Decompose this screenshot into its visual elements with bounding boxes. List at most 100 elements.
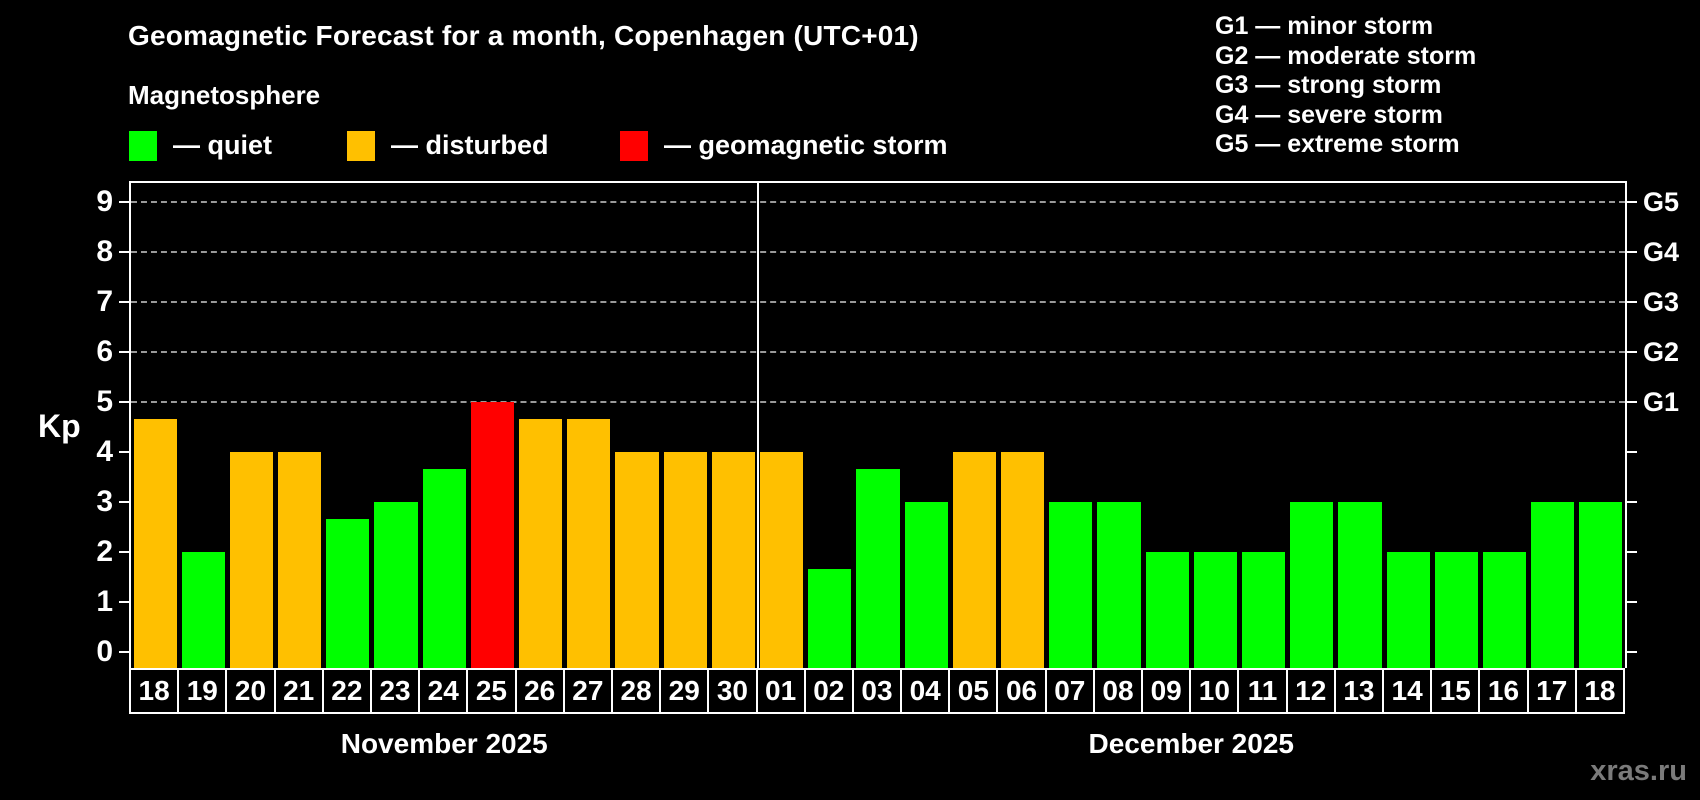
date-cell: 22 <box>321 668 372 714</box>
g-axis-label-g3: G3 <box>1643 287 1680 317</box>
date-cell: 08 <box>1092 668 1144 714</box>
kp-bar-quiet <box>1386 552 1430 668</box>
kp-bar-storm <box>470 402 515 668</box>
kp-bar-quiet <box>1434 552 1478 668</box>
kp-bar-quiet <box>1290 502 1334 668</box>
legend-item-quiet: — quiet <box>129 130 272 161</box>
date-cell: 30 <box>707 668 758 714</box>
kp-bar-disturbed <box>229 452 274 668</box>
date-cell: 12 <box>1285 668 1336 714</box>
kp-tick-label: 3 <box>96 485 113 518</box>
kp-bar-disturbed <box>278 452 322 668</box>
chart-subtitle: Magnetosphere <box>128 80 321 110</box>
kp-6-gridline <box>131 351 1625 353</box>
g-axis-label-g4: G4 <box>1643 237 1680 267</box>
kp-tick-label: 8 <box>96 235 113 268</box>
date-cell: 20 <box>225 668 276 714</box>
legend-item-disturbed: — disturbed <box>347 130 549 161</box>
kp-tick-label: 1 <box>96 585 113 618</box>
kp-bar-quiet <box>1482 552 1527 668</box>
date-cell: 17 <box>1526 668 1577 714</box>
kp-tick-left <box>119 251 131 253</box>
date-cell: 05 <box>948 668 999 714</box>
kp-tick-label: 7 <box>96 285 113 318</box>
kp-bar-disturbed <box>1000 452 1045 668</box>
date-cell: 03 <box>851 668 903 714</box>
legend-label-storm: — geomagnetic storm <box>664 130 948 160</box>
kp-tick-left <box>119 501 131 503</box>
kp-tick-left <box>119 301 131 303</box>
kp-bar-quiet <box>1338 502 1382 668</box>
g-legend-line-g1: G1 — minor storm <box>1215 12 1434 40</box>
month-label: December 2025 <box>1088 728 1294 759</box>
date-cell: 13 <box>1333 668 1385 714</box>
disturbed-swatch-icon <box>347 130 375 161</box>
kp-bar-quiet <box>181 552 225 668</box>
legend-label-disturbed: — disturbed <box>391 130 549 160</box>
kp-tick-right <box>1625 301 1637 303</box>
kp-tick-left <box>119 201 131 203</box>
g-axis-label-g2: G2 <box>1643 337 1680 367</box>
storm-swatch-icon <box>620 130 648 161</box>
kp-bar-disturbed <box>567 418 611 668</box>
date-cell: 01 <box>755 668 806 714</box>
kp-9-gridline <box>131 201 1625 203</box>
date-cell: 28 <box>610 668 662 714</box>
g-legend-line-g4: G4 — severe storm <box>1215 100 1443 129</box>
kp-tick-right <box>1625 651 1637 653</box>
kp-tick-right <box>1625 601 1637 603</box>
kp-tick-label: 4 <box>96 435 113 468</box>
month-label: November 2025 <box>340 728 548 759</box>
kp-bar-quiet <box>326 518 370 668</box>
kp-bar-disturbed <box>663 452 707 668</box>
kp-8-gridline <box>131 251 1625 253</box>
g-axis-label-g5: G5 <box>1643 187 1680 217</box>
kp-bar-quiet <box>1531 502 1575 668</box>
kp-tick-label: 5 <box>96 385 113 418</box>
legend-item-storm: — geomagnetic storm <box>620 130 948 161</box>
kp-tick-left <box>119 351 131 353</box>
kp-tick-right <box>1625 451 1637 453</box>
kp-tick-right <box>1625 551 1637 553</box>
kp-tick-right <box>1625 401 1637 403</box>
g-axis-label-g1: G1 <box>1643 387 1680 417</box>
kp-tick-right <box>1625 251 1637 253</box>
date-cell: 09 <box>1141 668 1192 714</box>
quiet-swatch-icon <box>129 130 157 161</box>
kp-tick-right <box>1625 351 1637 353</box>
kp-tick-left <box>119 551 131 553</box>
kp-bar-quiet <box>1193 552 1237 668</box>
kp-tick-left <box>119 401 131 403</box>
kp-bar-disturbed <box>615 452 659 668</box>
month-divider <box>756 183 759 668</box>
date-cell: 14 <box>1382 668 1433 714</box>
date-cell: 10 <box>1189 668 1240 714</box>
kp-tick-left <box>119 451 131 453</box>
date-cell: 07 <box>1044 668 1095 714</box>
kp-tick-left <box>119 651 131 653</box>
g-scale-legend: G1 — minor storm G2 — moderate storm G3 … <box>1215 12 1476 160</box>
kp-tick-label: 2 <box>96 535 113 568</box>
kp-bar-disturbed <box>952 452 996 668</box>
g-legend-line-g3: G3 — strong storm <box>1215 71 1442 99</box>
g-legend-line-g5: G5 — extreme storm <box>1215 130 1460 158</box>
date-cell: 06 <box>996 668 1047 714</box>
kp-tick-right <box>1625 501 1637 503</box>
kp-bar-quiet <box>422 468 466 668</box>
kp-bar-quiet <box>1579 502 1623 668</box>
kp-bar-disturbed <box>519 418 563 668</box>
date-cell: 25 <box>466 668 517 714</box>
kp-7-gridline <box>131 301 1625 303</box>
date-cell: 04 <box>900 668 951 714</box>
kp-axis-label: Kp <box>38 408 81 444</box>
kp-bar-disturbed <box>711 452 755 668</box>
date-cell: 18 <box>129 668 180 714</box>
date-cell: 15 <box>1430 668 1481 714</box>
legend-label-quiet: — quiet <box>173 130 272 160</box>
kp-5-gridline <box>131 401 1625 403</box>
kp-bar-quiet <box>808 568 852 668</box>
date-cell: 19 <box>177 668 228 714</box>
kp-tick-label: 6 <box>96 335 113 368</box>
watermark: xras.ru <box>1590 755 1687 787</box>
date-cell: 18 <box>1574 668 1625 714</box>
